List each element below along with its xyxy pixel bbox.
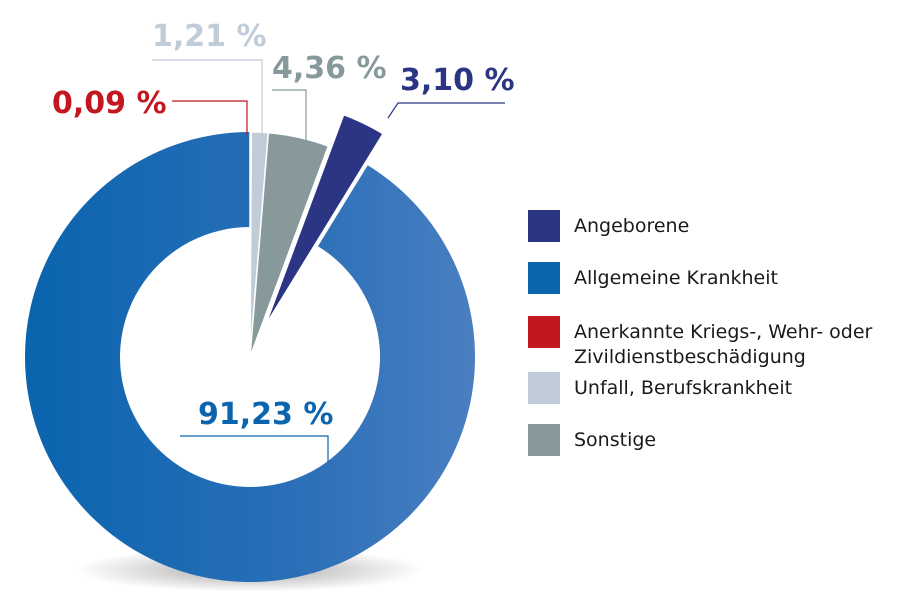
data-label-angeborene: 3,10 % xyxy=(400,63,515,98)
data-label-sonstige: 4,36 % xyxy=(272,51,387,86)
legend-label-unfall-berufskrankheit: Unfall, Berufskrankheit xyxy=(574,377,792,399)
leader-line-allgemeine-krankheit xyxy=(180,435,329,462)
legend-label-angeborene: Angeborene xyxy=(574,215,689,237)
legend-swatch-unfall-berufskrankheit xyxy=(528,372,560,404)
slice-sonstige xyxy=(249,131,330,358)
leader-line-sonstige xyxy=(272,89,307,140)
slice-allgemeine-krankheit xyxy=(25,132,476,582)
legend-swatch-anerkannte-kriegs-wehr-oder-zivildienstbeschaedigung xyxy=(528,316,560,348)
legend: Angeborene Allgemeine Krankheit Anerkannte… xyxy=(528,210,873,456)
leader-lines-group xyxy=(152,59,505,462)
leader-line-unfall-berufskrankheit xyxy=(152,59,263,135)
leader-line-anerkannte-kriegs-wehr-oder-zivildienstbeschaedigung xyxy=(172,100,248,135)
legend-swatch-sonstige xyxy=(528,424,560,456)
legend-swatch-angeborene xyxy=(528,210,560,242)
legend-label-sonstige: Sonstige xyxy=(574,429,656,451)
data-label-anerkannte-kriegs-wehr-oder-zivildienstbeschaedigung: 0,09 % xyxy=(52,86,167,121)
legend-label-anerkannte-kriegs-wehr-oder-zivildienstbeschaedigung: Zivildienstbeschädigung xyxy=(574,346,806,368)
slices-group xyxy=(25,113,476,582)
slice-angeborene xyxy=(264,113,385,326)
data-label-allgemeine-krankheit: 91,23 % xyxy=(198,397,333,432)
legend-label-anerkannte-kriegs-wehr-oder-zivildienstbeschaedigung: Anerkannte Kriegs-, Wehr- oder xyxy=(574,321,873,343)
leader-line-angeborene xyxy=(387,102,505,119)
legend-label-allgemeine-krankheit: Allgemeine Krankheit xyxy=(574,267,778,289)
legend-swatch-allgemeine-krankheit xyxy=(528,262,560,294)
percentage-labels-group: 91,23 % 0,09 % 1,21 %4,36 % 3,10 % xyxy=(52,19,515,432)
data-label-unfall-berufskrankheit: 1,21 % xyxy=(152,19,267,54)
